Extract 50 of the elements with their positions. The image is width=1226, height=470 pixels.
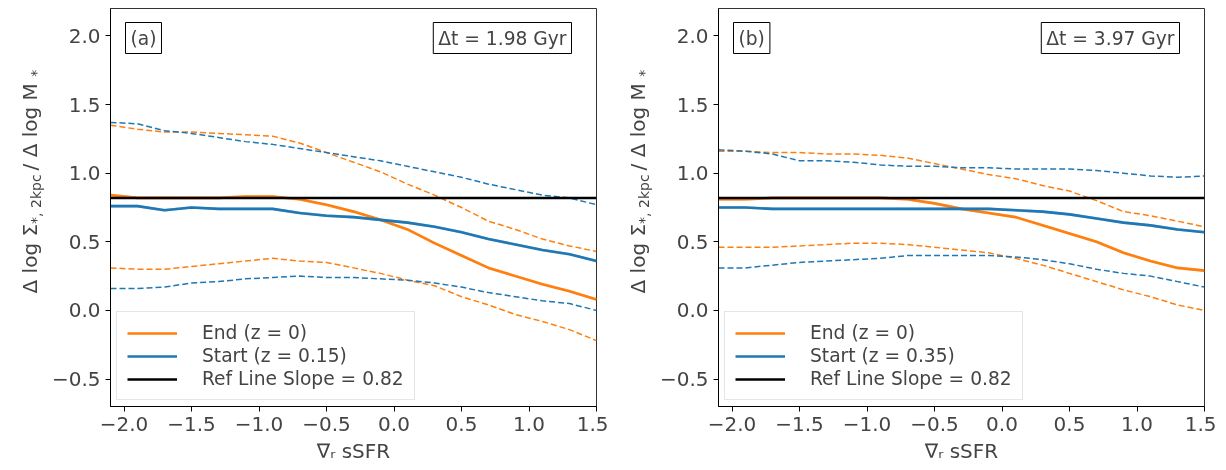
y-tick-label: 1.0 [68,161,101,186]
x-tick-label: 0.0 [378,411,410,436]
x-tick-label: 0.5 [445,411,478,436]
line-series [718,150,1205,228]
annotation: (a) [130,27,157,49]
x-tick-label: −2.0 [99,411,149,436]
x-tick-label: −1.5 [167,411,216,436]
y-axis-title: Δ log Σ*, 2kpc / Δ log M* [626,69,653,294]
x-tick-label: −2.0 [707,411,757,436]
x-tick-label: 1.0 [1121,411,1153,436]
annotation: (b) [738,27,765,49]
y-tick-label: −0.5 [659,367,709,392]
x-axis-title: ∇ᵣ sSFR [315,438,391,463]
annotation: Δt = 1.98 Gyr [438,27,567,49]
line-series [110,121,597,206]
y-tick-label: 0.0 [676,298,709,323]
y-tick-label: 1.5 [68,92,101,117]
y-tick-label: 0.5 [676,229,709,254]
line-series [718,254,1205,288]
x-tick-label: −0.5 [910,411,959,436]
y-tick-label: 2.0 [676,23,709,48]
x-tick-label: −0.5 [302,411,351,436]
x-tick-label: −1.5 [775,411,824,436]
x-tick-label: 1.5 [576,411,609,436]
legend-label: Start (z = 0.15) [202,345,347,366]
y-tick-label: −0.5 [51,367,101,392]
x-tick-label: 1.5 [1184,411,1217,436]
line-series [718,242,1205,312]
x-axis-title: ∇ᵣ sSFR [923,438,999,463]
x-tick-label: −1.0 [234,411,284,436]
line-series [110,257,597,342]
legend-label: Ref Line Slope = 0.82 [202,368,404,389]
x-tick-label: 0.0 [986,411,1018,436]
x-tick-label: 0.5 [1053,411,1086,436]
line-series [110,124,597,253]
line-series [718,149,1205,179]
y-tick-label: 0.5 [68,229,101,254]
legend-label: Ref Line Slope = 0.82 [810,368,1012,389]
x-tick-label: 1.0 [513,411,545,436]
y-axis-title: Δ log Σ*, 2kpc / Δ log M* [18,69,45,294]
legend-label: End (z = 0) [202,322,308,343]
y-tick-label: 1.0 [676,161,709,186]
legend-label: Start (z = 0.35) [810,345,955,366]
legend-label: End (z = 0) [810,322,916,343]
y-tick-label: 2.0 [68,23,101,48]
y-tick-label: 0.0 [68,298,101,323]
annotation: Δt = 3.97 Gyr [1046,27,1175,49]
x-tick-label: −1.0 [842,411,892,436]
line-series [110,275,597,312]
y-tick-label: 1.5 [676,92,709,117]
